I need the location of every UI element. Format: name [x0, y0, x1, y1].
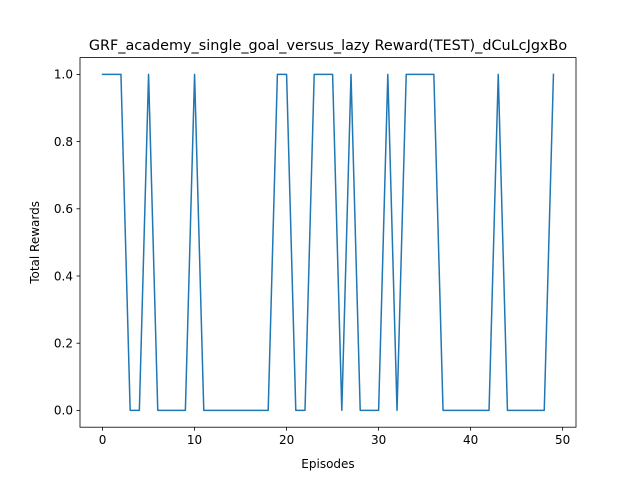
- plot-area: [80, 57, 576, 428]
- y-tick-label: 1.0: [54, 68, 73, 82]
- x-tick-label: 20: [279, 433, 294, 447]
- x-tick-label: 50: [555, 433, 570, 447]
- x-tick-label: 10: [187, 433, 202, 447]
- y-tick-label: 0.0: [54, 404, 73, 418]
- series-line-0: [101, 73, 555, 412]
- y-axis-label: Total Rewards: [28, 201, 42, 285]
- y-tick-label: 0.6: [54, 202, 73, 216]
- y-tick-label: 0.8: [54, 135, 73, 149]
- x-tick-label: 30: [371, 433, 386, 447]
- x-tick-label: 0: [99, 433, 107, 447]
- y-tick-label: 0.4: [54, 269, 73, 283]
- x-tick-label: 40: [463, 433, 478, 447]
- axes-frame: [79, 57, 577, 428]
- y-tick-label: 0.2: [54, 337, 73, 351]
- x-axis-label: Episodes: [301, 457, 354, 471]
- chart-title: GRF_academy_single_goal_versus_lazy Rewa…: [89, 38, 568, 54]
- axes-layer: 0 10 20 30 40 50 0.0 0.2 0.4 0.6 0.8 1.0: [54, 57, 577, 447]
- data-layer: [101, 73, 555, 412]
